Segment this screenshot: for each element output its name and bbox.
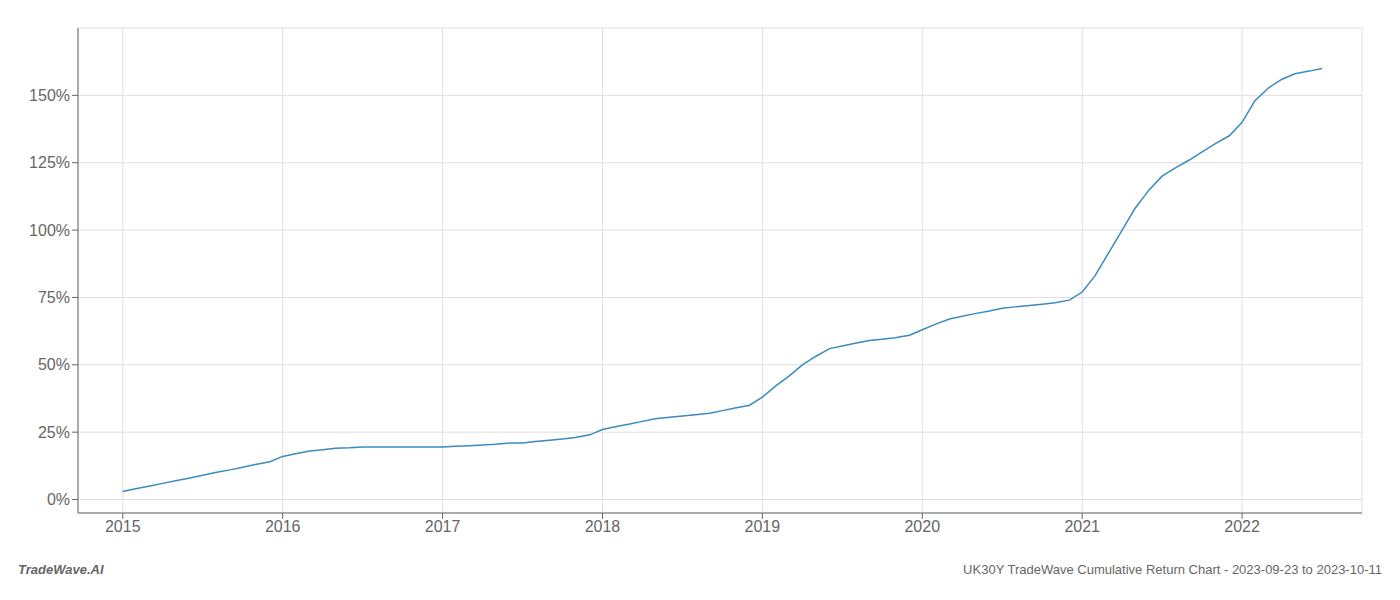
html-text:TradeWave.AI: TradeWave.AI bbox=[18, 562, 104, 577]
svg-text:50%: 50% bbox=[38, 356, 70, 373]
svg-text:2015: 2015 bbox=[105, 518, 141, 535]
svg-text:100%: 100% bbox=[29, 222, 70, 239]
svg-text:2021: 2021 bbox=[1064, 518, 1100, 535]
svg-text:75%: 75% bbox=[38, 289, 70, 306]
svg-text:125%: 125% bbox=[29, 154, 70, 171]
svg-text:2019: 2019 bbox=[745, 518, 781, 535]
svg-text:2018: 2018 bbox=[585, 518, 621, 535]
svg-text:150%: 150% bbox=[29, 87, 70, 104]
svg-text:2016: 2016 bbox=[265, 518, 301, 535]
svg-text:2017: 2017 bbox=[425, 518, 461, 535]
svg-text:0%: 0% bbox=[47, 491, 70, 508]
svg-text:25%: 25% bbox=[38, 424, 70, 441]
svg-text:2020: 2020 bbox=[904, 518, 940, 535]
html-text:UK30Y TradeWave Cumulative Ret: UK30Y TradeWave Cumulative Return Chart … bbox=[963, 562, 1382, 577]
svg-text:2022: 2022 bbox=[1224, 518, 1260, 535]
